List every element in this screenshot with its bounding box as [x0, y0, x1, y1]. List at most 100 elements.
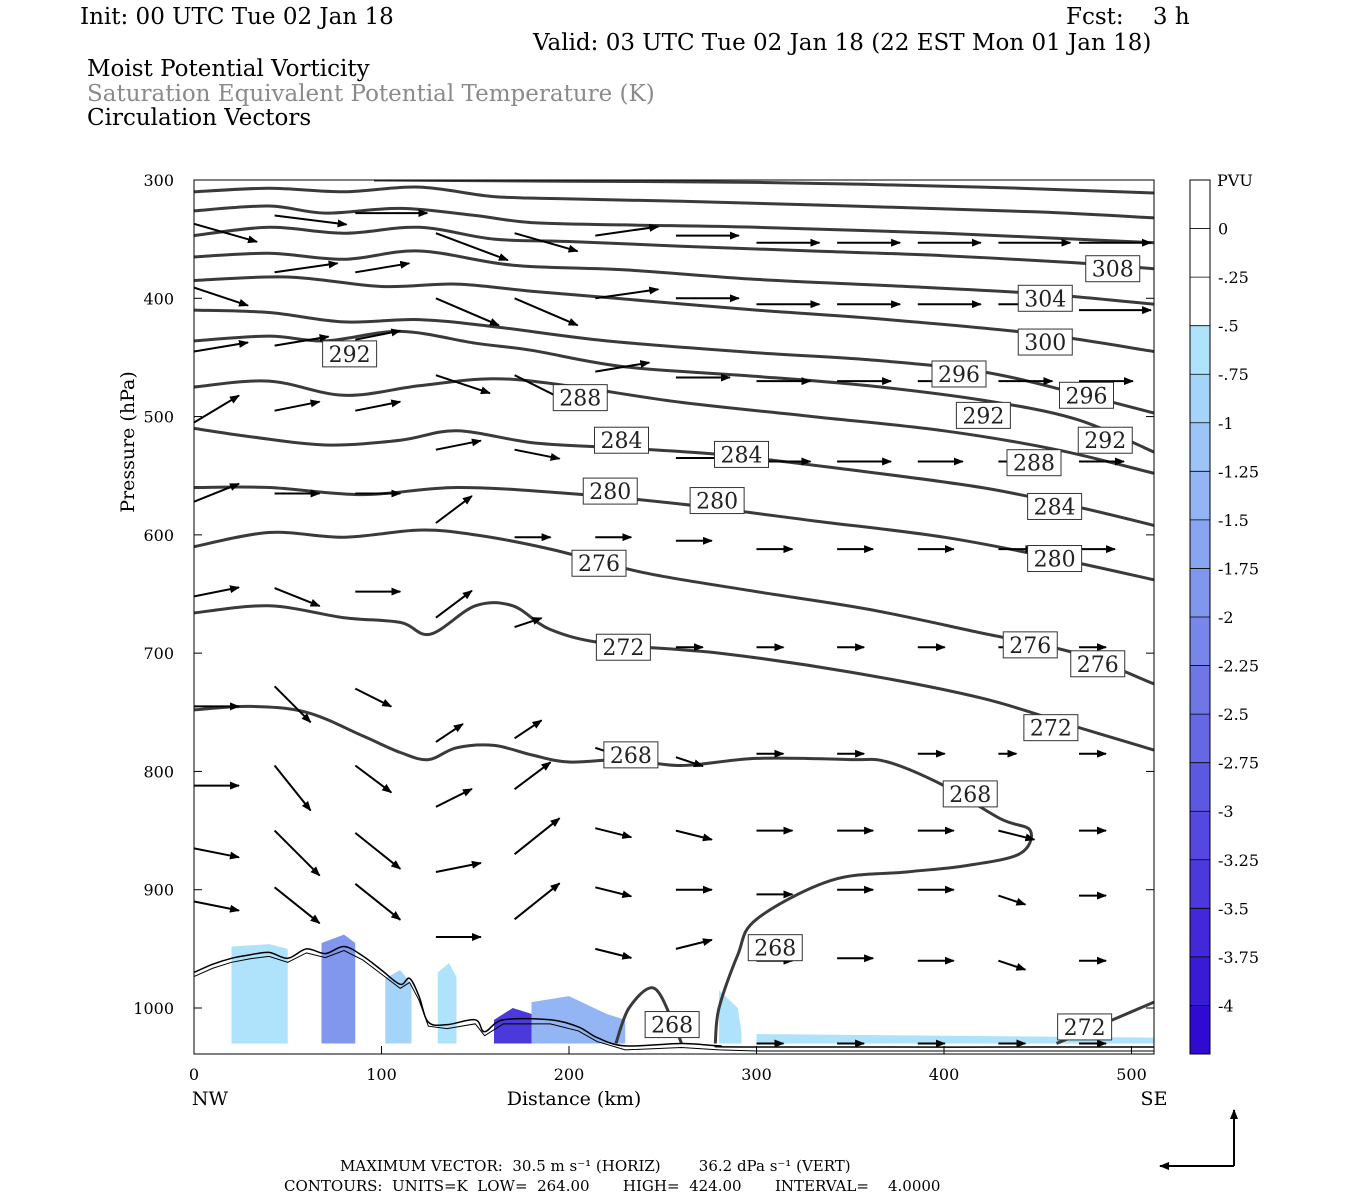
- forecast-hour: Fcst: 3 h: [1066, 4, 1190, 30]
- circulation-vector: [194, 286, 249, 307]
- axes-layer: 300 400 500 600 700 800 900 1000 0 100 200 300 400 50…: [117, 171, 1167, 1110]
- colorbar-label: -.25: [1218, 268, 1249, 287]
- colorbar-swatch: [1190, 471, 1210, 521]
- colorbar-label: -3: [1218, 802, 1234, 821]
- colorbar-swatch: [1190, 908, 1210, 958]
- colorbar-swatch: [1190, 277, 1210, 327]
- y-tick-label: 800: [143, 762, 174, 781]
- circulation-vector: [273, 685, 312, 724]
- contour-label-box: [595, 633, 651, 661]
- contour-label: 272: [595, 633, 651, 661]
- contour-label-box: [1070, 650, 1126, 678]
- contour-label-text: 288: [1013, 452, 1055, 477]
- colorbar-swatch: [1190, 1005, 1210, 1055]
- theta-e-contour: [194, 275, 1154, 353]
- contour-label: 288: [1006, 449, 1062, 477]
- theta-e-contour: [194, 185, 1154, 220]
- circulation-vector: [435, 374, 491, 395]
- circulation-vector: [355, 260, 411, 274]
- circulation-vector: [675, 829, 713, 842]
- contour-label-box: [714, 440, 769, 468]
- contour-label-text: 280: [589, 480, 631, 505]
- contour-label-text: 276: [1009, 634, 1051, 659]
- circulation-vector-layer: [194, 209, 1152, 1048]
- colorbar-label: -.75: [1218, 365, 1249, 384]
- y-tick-label: 400: [143, 289, 174, 308]
- colorbar-swatch: [1190, 859, 1210, 909]
- circulation-vector: [595, 886, 633, 898]
- circulation-vector: [675, 756, 704, 768]
- contour-label-box: [1027, 545, 1083, 573]
- pv-shading-patch: [719, 990, 742, 1044]
- colorbar-swatch: [1190, 180, 1210, 230]
- colorbar-label: -1.5: [1218, 511, 1249, 530]
- circulation-vector: [595, 360, 651, 373]
- circulation-vector: [274, 587, 321, 608]
- circulation-vector: [435, 438, 482, 451]
- contour-label: 280: [582, 477, 638, 505]
- colorbar-swatch: [1190, 617, 1210, 667]
- contour-label-text: 272: [1030, 717, 1072, 742]
- colorbar-swatch: [1190, 568, 1210, 618]
- contour-label: 292: [955, 401, 1011, 429]
- y-tick-label: 300: [143, 171, 174, 190]
- circulation-vector: [514, 719, 543, 740]
- contour-label: 272: [1057, 1013, 1113, 1041]
- theta-e-contour: [194, 225, 1154, 271]
- colorbar-label: -3.75: [1218, 948, 1259, 967]
- theta-e-contour: [194, 204, 1154, 245]
- contour-label: 288: [552, 384, 608, 412]
- colorbar-title: PVU: [1217, 171, 1253, 190]
- theta-e-contour: [194, 249, 1154, 306]
- circulation-vector: [194, 482, 240, 503]
- field-title-pv: Moist Potential Vorticity: [87, 56, 370, 82]
- theta-e-contour: [194, 704, 1033, 1044]
- circulation-vector: [514, 232, 579, 253]
- circulation-vector: [435, 495, 473, 524]
- contour-label-text: 296: [938, 363, 980, 388]
- contour-label: 268: [603, 741, 659, 769]
- colorbar-swatch: [1190, 519, 1210, 569]
- circulation-vector: [513, 761, 552, 791]
- contour-label: 276: [571, 549, 627, 577]
- contour-label-text: 300: [1024, 331, 1066, 356]
- contour-label: 296: [931, 360, 987, 388]
- theta-e-contour: [194, 528, 1154, 686]
- contour-label-text: 284: [721, 443, 763, 468]
- circulation-vector: [675, 938, 713, 950]
- plot-frame: [193, 179, 1155, 1055]
- colorbar-label: -1: [1218, 414, 1234, 433]
- colorbar-label: -3.25: [1218, 851, 1259, 870]
- theta-e-contour-layer: [194, 180, 1154, 1045]
- circulation-vector: [998, 829, 1036, 842]
- x-tick-label: 0: [189, 1065, 199, 1084]
- y-tick-label: 900: [143, 881, 174, 900]
- circulation-vector: [355, 399, 402, 412]
- colorbar-label: -3.5: [1218, 899, 1249, 918]
- contour-label: 280: [689, 487, 745, 515]
- circulation-vector: [274, 214, 348, 228]
- circulation-vector: [998, 959, 1027, 971]
- contour-label-box: [594, 426, 649, 454]
- pv-shading-patch: [385, 970, 412, 1044]
- circulation-vector: [274, 334, 330, 347]
- contour-label: 292: [322, 340, 378, 368]
- contour-label-box: [552, 384, 608, 412]
- contour-label-box: [931, 360, 987, 388]
- contour-label: 308: [1085, 255, 1141, 283]
- contour-label-box: [1085, 255, 1141, 283]
- colorbar-label: 0: [1218, 220, 1228, 239]
- y-tick-label: 700: [143, 644, 174, 663]
- contour-label-text: 284: [601, 429, 643, 454]
- circulation-vector: [273, 829, 321, 877]
- contour-label-box: [1077, 426, 1133, 454]
- colorbar-label: -1.75: [1218, 559, 1259, 578]
- colorbar-label: -2: [1218, 608, 1234, 627]
- contour-label-box: [1027, 492, 1083, 520]
- contour-label: 268: [942, 780, 998, 808]
- circulation-vector: [595, 223, 660, 237]
- circulation-vector: [998, 894, 1027, 906]
- contour-label-box: [955, 401, 1011, 429]
